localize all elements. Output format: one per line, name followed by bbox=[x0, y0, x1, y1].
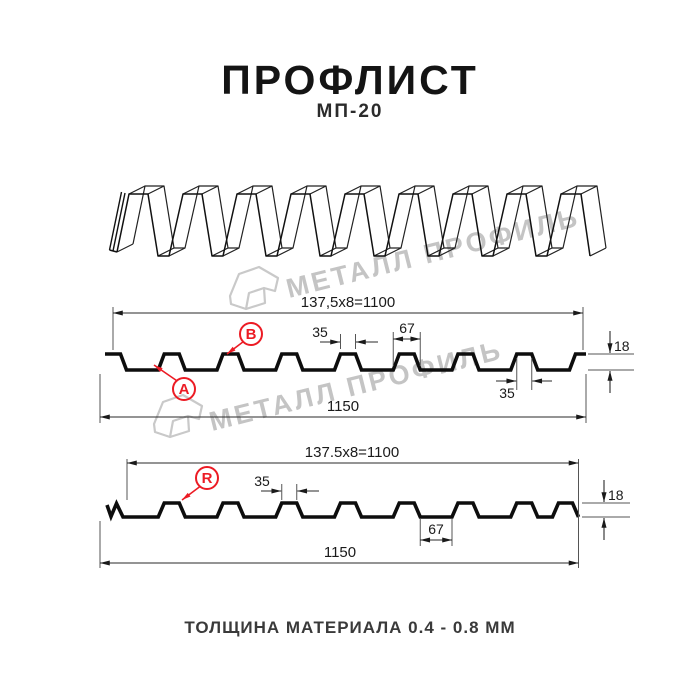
sheet-3d-rib-line bbox=[471, 185, 489, 195]
brand-watermark-lower: МЕТАЛЛ ПРОФИЛЬ bbox=[152, 335, 506, 439]
marker-r-circle bbox=[195, 466, 219, 490]
sheet-3d-rib-line bbox=[276, 247, 294, 257]
dim-valley-width-bottom: 67 bbox=[428, 521, 444, 537]
sheet-3d-rib-line bbox=[452, 185, 470, 195]
sheet-3d-cut-edge bbox=[109, 249, 118, 253]
profile-section-top: 137,5x8=1100 35 67 35 18 bbox=[99, 294, 634, 423]
sheet-3d-rib-line bbox=[168, 247, 186, 257]
sheet-3d-rib-line bbox=[319, 247, 337, 257]
sheet-3d-rib-line bbox=[147, 185, 165, 195]
profile-section-bottom: 137.5x8=1100 35 67 18 1150 bbox=[99, 444, 630, 568]
sheet-3d-cut-edge bbox=[108, 191, 123, 251]
sheet-3d-rib-line bbox=[417, 185, 435, 195]
sheet-3d-rib-line bbox=[236, 185, 254, 195]
sheet-3d-rib-line bbox=[560, 185, 578, 195]
sheet-3d-rib-line bbox=[182, 185, 200, 195]
sheet-3d-rib-line bbox=[546, 247, 564, 257]
sheet-3d-rib-line bbox=[330, 247, 348, 257]
sheet-3d-near-edge bbox=[116, 193, 591, 257]
dim-coverage-width-bottom: 137.5x8=1100 bbox=[305, 444, 399, 461]
sheet-3d-rib-line bbox=[157, 247, 175, 257]
dim-overall-width-top: 1150 bbox=[327, 398, 359, 415]
marker-b-circle bbox=[239, 322, 263, 346]
sheet-3d-surface bbox=[117, 186, 606, 256]
profile-bottom-outline bbox=[105, 499, 581, 522]
sheet-3d-rib-line bbox=[438, 247, 456, 257]
marker-a-label: A bbox=[179, 381, 190, 398]
dim-rib-top-width-top: 35 bbox=[312, 324, 328, 340]
sheet-3d-rib-line bbox=[525, 185, 543, 195]
sheet-3d-rib-line bbox=[398, 185, 416, 195]
dim-height-top: 18 bbox=[614, 338, 630, 354]
sheet-3d-view bbox=[108, 185, 607, 257]
marker-a-circle bbox=[172, 377, 196, 401]
brand-watermark-text: МЕТАЛЛ ПРОФИЛЬ bbox=[206, 335, 506, 437]
brand-logo-icon bbox=[152, 393, 204, 439]
dim-rib-top-width-bottom: 35 bbox=[254, 473, 270, 489]
sheet-3d-rib-line bbox=[506, 185, 524, 195]
sheet-3d-cut-edge bbox=[112, 192, 126, 252]
sheet-3d-rib-line bbox=[589, 247, 607, 257]
marker-b-label: B bbox=[246, 326, 257, 343]
thickness-note: ТОЛЩИНА МАТЕРИАЛА 0.4 - 0.8 ММ bbox=[184, 618, 516, 637]
sheet-3d-rib-line bbox=[255, 185, 273, 195]
sheet-3d-rib-line bbox=[384, 247, 402, 257]
sheet-3d-rib-line bbox=[535, 247, 553, 257]
brand-logo-icon bbox=[228, 265, 280, 311]
marker-r-label: R bbox=[202, 470, 213, 487]
dim-overall-width-bottom: 1150 bbox=[324, 544, 356, 561]
sheet-3d-body bbox=[117, 186, 606, 256]
sheet-3d-rib-line bbox=[309, 185, 327, 195]
sheet-3d-rib-line bbox=[427, 247, 445, 257]
sheet-3d-rib-line bbox=[201, 185, 219, 195]
sheet-3d-rib-line bbox=[580, 185, 598, 195]
sheet-3d-rib-line bbox=[128, 185, 146, 195]
sheet-3d-rib-line bbox=[344, 185, 362, 195]
dim-rib-width-right-top: 35 bbox=[499, 385, 515, 401]
sheet-3d-rib-line bbox=[373, 247, 391, 257]
dim-rib-base-width-top: 67 bbox=[399, 320, 415, 336]
page-subtitle: МП-20 bbox=[316, 101, 384, 122]
sheet-3d-rib-line bbox=[481, 247, 499, 257]
dim-height-bottom: 18 bbox=[608, 487, 624, 503]
sheet-3d-rib-line bbox=[116, 243, 134, 253]
sheet-3d-far-edge bbox=[132, 185, 607, 249]
sheet-3d-rib-line bbox=[290, 185, 308, 195]
sheet-3d-rib-line bbox=[363, 185, 381, 195]
profile-top-outline bbox=[105, 352, 586, 372]
sheet-3d-rib-line bbox=[222, 247, 240, 257]
sheet-3d-rib-line bbox=[211, 247, 229, 257]
sheet-3d-rib-line bbox=[492, 247, 510, 257]
page-title: ПРОФЛИСТ bbox=[221, 57, 479, 103]
dim-coverage-width-top: 137,5x8=1100 bbox=[301, 294, 395, 311]
sheet-3d-rib-line bbox=[265, 247, 283, 257]
